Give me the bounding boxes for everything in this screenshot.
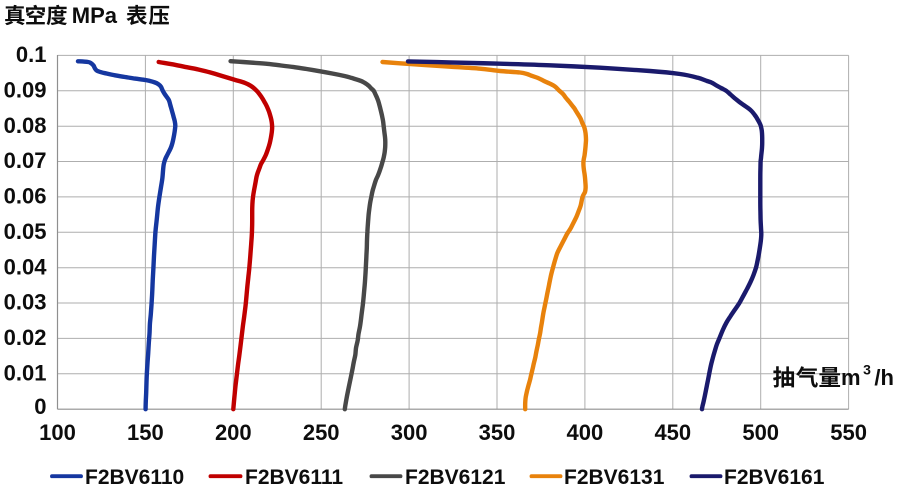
svg-text:F2BV6111: F2BV6111: [245, 466, 343, 489]
svg-text:0.1: 0.1: [16, 42, 47, 67]
svg-text:550: 550: [830, 420, 867, 445]
svg-text:F2BV6110: F2BV6110: [85, 466, 184, 489]
svg-text:0.02: 0.02: [4, 325, 47, 350]
svg-text:MPa: MPa: [72, 3, 118, 28]
svg-text:350: 350: [479, 420, 516, 445]
svg-text:0.05: 0.05: [4, 219, 47, 244]
svg-text:400: 400: [567, 420, 604, 445]
svg-text:0.09: 0.09: [4, 78, 47, 103]
svg-text:300: 300: [391, 420, 428, 445]
svg-text:0.07: 0.07: [4, 148, 47, 173]
svg-text:200: 200: [215, 420, 252, 445]
svg-text:100: 100: [39, 420, 76, 445]
svg-text:m3/h: m 3/h: [841, 362, 894, 390]
svg-text:0.08: 0.08: [4, 113, 47, 138]
svg-text:500: 500: [742, 420, 779, 445]
svg-text:150: 150: [127, 420, 164, 445]
svg-text:0.06: 0.06: [4, 184, 47, 209]
svg-text:F2BV6121: F2BV6121: [405, 466, 506, 489]
svg-text:0.01: 0.01: [4, 361, 47, 386]
svg-text:F2BV6161: F2BV6161: [724, 466, 825, 489]
svg-text:450: 450: [654, 420, 691, 445]
svg-text:F2BV6131: F2BV6131: [564, 466, 665, 489]
svg-text:0: 0: [34, 394, 46, 419]
svg-text:250: 250: [303, 420, 340, 445]
svg-text:0.03: 0.03: [4, 290, 47, 315]
svg-text:0.04: 0.04: [4, 254, 48, 279]
